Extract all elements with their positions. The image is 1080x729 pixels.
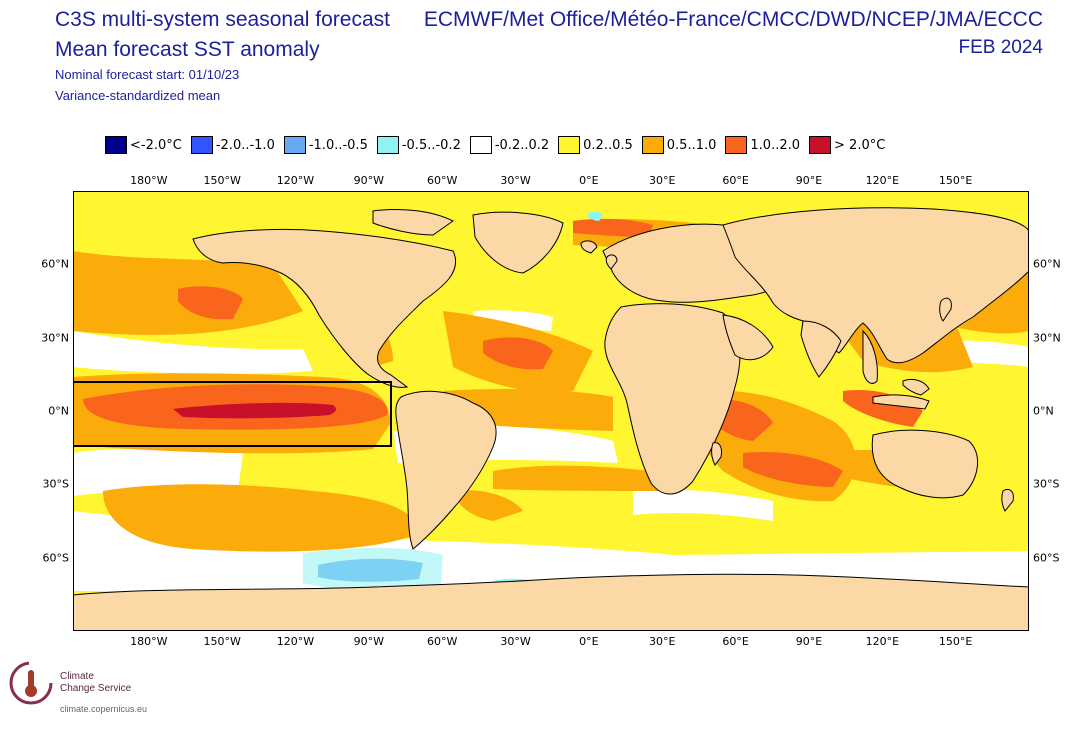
legend-label: -0.2..0.2: [494, 137, 550, 153]
land-masses: [73, 207, 1029, 631]
lat-tick-right: 30°S: [1033, 477, 1060, 491]
lon-tick-bottom: 30°W: [500, 635, 531, 648]
lon-tick-bottom: 120°E: [865, 635, 900, 648]
legend-label: > 2.0°C: [834, 137, 886, 153]
legend-swatch: [558, 136, 581, 154]
lon-tick-bottom: 180°W: [130, 635, 168, 648]
legend-swatch: [641, 136, 664, 154]
legend-swatch: [190, 136, 213, 154]
method-label: Variance-standardized mean: [55, 88, 221, 103]
lat-tick-left: 60°S: [42, 551, 69, 565]
legend-item: -2.0..-1.0: [190, 136, 275, 154]
legend-item: -1.0..-0.5: [283, 136, 368, 154]
valid-month: FEB 2024: [958, 37, 1044, 58]
logo-line-1: Climate: [60, 671, 94, 682]
lat-tick-left: 60°N: [41, 257, 69, 271]
legend-label: -2.0..-1.0: [215, 137, 275, 153]
legend-label: -0.5..-0.2: [401, 137, 461, 153]
legend-item: 0.5..1.0: [641, 136, 717, 154]
lon-tick-bottom: 60°W: [427, 635, 458, 648]
lon-tick-top: 30°W: [500, 174, 531, 187]
lon-tick-top: 90°E: [795, 174, 823, 187]
lon-tick-top: 60°W: [427, 174, 458, 187]
lon-tick-bottom: 150°E: [938, 635, 973, 648]
thermometer-logo-icon: [9, 661, 53, 705]
legend-swatch: [469, 136, 492, 154]
legend-label: 0.5..1.0: [666, 137, 717, 153]
lat-tick-left: 30°S: [42, 477, 69, 491]
title-line-2: Mean forecast SST anomaly: [55, 38, 320, 61]
legend-item: <-2.0°C: [105, 136, 182, 154]
legend-item: 0.2..0.5: [558, 136, 633, 154]
legend-item: > 2.0°C: [809, 136, 885, 154]
forecast-start: Nominal forecast start: 01/10/23: [55, 67, 240, 82]
lat-tick-right: 60°S: [1033, 551, 1060, 565]
lon-tick-top: 120°E: [865, 174, 900, 187]
lat-tick-right: 60°N: [1033, 257, 1061, 271]
map-frame: [73, 191, 1029, 631]
nino-box: [73, 381, 392, 447]
legend-item: 1.0..2.0: [725, 136, 800, 154]
lon-tick-top: 90°W: [353, 174, 385, 187]
centres-label: ECMWF/Met Office/Météo-France/CMCC/DWD/N…: [423, 8, 1043, 31]
lon-tick-bottom: 90°W: [353, 635, 385, 648]
lon-tick-top: 0°E: [579, 174, 599, 187]
lon-tick-top: 150°E: [938, 174, 973, 187]
title-line-1: C3S multi-system seasonal forecast: [55, 8, 390, 31]
lon-tick-top: 60°E: [722, 174, 749, 187]
legend-label: 1.0..2.0: [750, 137, 801, 153]
lon-tick-top: 30°E: [649, 174, 676, 187]
lon-tick-bottom: 150°W: [203, 635, 241, 648]
lon-tick-bottom: 60°E: [722, 635, 749, 648]
logo-url: climate.copernicus.eu: [60, 704, 148, 714]
legend-swatch: [283, 136, 306, 154]
lon-tick-top: 120°W: [276, 174, 315, 187]
lat-tick-right: 30°N: [1033, 331, 1061, 345]
lon-tick-bottom: 30°E: [649, 635, 676, 648]
lat-tick-left: 0°N: [48, 404, 69, 418]
logo-line-2: Change Service: [60, 683, 132, 694]
legend: <-2.0°C -2.0..-1.0 -1.0..-0.5 -0.5..-0.2 -0.…: [105, 136, 894, 154]
copernicus-logo: Climate Change Service: [8, 660, 131, 706]
legend-swatch: [809, 136, 832, 154]
legend-label: <-2.0°C: [130, 137, 182, 153]
legend-swatch: [105, 136, 127, 154]
lat-tick-left: 30°N: [41, 331, 69, 345]
legend-swatch: [725, 136, 748, 154]
lon-tick-bottom: 90°E: [795, 635, 823, 648]
legend-swatch: [376, 136, 399, 154]
lon-tick-bottom: 0°E: [579, 635, 599, 648]
lon-tick-bottom: 120°W: [276, 635, 315, 648]
lon-tick-top: 180°W: [130, 174, 168, 187]
lat-tick-right: 0°N: [1033, 404, 1054, 418]
legend-label: 0.2..0.5: [583, 137, 633, 153]
anomaly-gt-2.0-areas: [173, 402, 336, 419]
legend-item: -0.5..-0.2: [376, 136, 461, 154]
sst-anomaly-map: [73, 191, 1029, 631]
legend-label: -1.0..-0.5: [308, 137, 368, 153]
lon-tick-top: 150°W: [203, 174, 241, 187]
legend-item: -0.2..0.2: [469, 136, 550, 154]
